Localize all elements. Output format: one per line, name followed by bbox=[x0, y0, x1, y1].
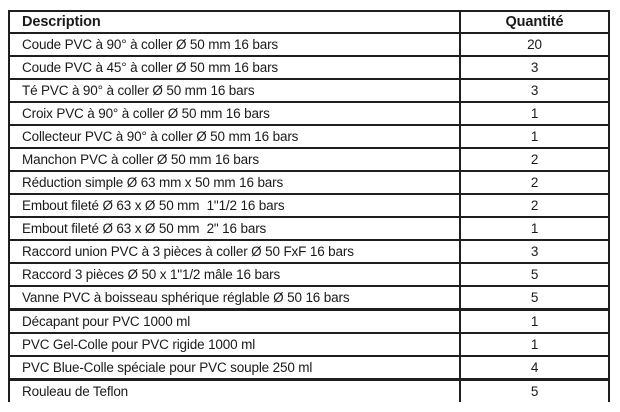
quantity-cell: 1 bbox=[459, 332, 610, 357]
quantity-cell: 3 bbox=[459, 55, 610, 80]
description-cell: Coude PVC à 45° à coller Ø 50 mm 16 bars bbox=[8, 55, 461, 80]
description-cell: PVC Gel-Colle pour PVC rigide 1000 ml bbox=[8, 332, 461, 357]
description-cell: Coude PVC à 90° à coller Ø 50 mm 16 bars bbox=[8, 32, 461, 57]
table-row: Coude PVC à 45° à coller Ø 50 mm 16 bars… bbox=[8, 55, 610, 80]
description-cell: Raccord 3 pièces Ø 50 x 1"1/2 mâle 16 ba… bbox=[8, 262, 461, 287]
quantity-cell: 1 bbox=[459, 216, 610, 241]
table-row: Rouleau de Teflon 5 bbox=[8, 378, 610, 402]
quantity-cell: 1 bbox=[459, 101, 610, 126]
quantity-cell: 5 bbox=[459, 262, 610, 287]
description-cell: Vanne PVC à boisseau sphérique réglable … bbox=[8, 285, 461, 311]
table-header-row: Description Quantité bbox=[8, 10, 610, 34]
description-cell: Décapant pour PVC 1000 ml bbox=[8, 308, 461, 334]
quantity-cell: 5 bbox=[459, 378, 610, 402]
table-body: Coude PVC à 90° à coller Ø 50 mm 16 bars… bbox=[8, 32, 610, 402]
description-cell: Collecteur PVC à 90° à coller Ø 50 mm 16… bbox=[8, 124, 461, 149]
quantity-cell: 1 bbox=[459, 308, 610, 334]
table-row: PVC Blue-Colle spéciale pour PVC souple … bbox=[8, 355, 610, 381]
column-header-description: Description bbox=[8, 10, 461, 34]
table-row: Coude PVC à 90° à coller Ø 50 mm 16 bars… bbox=[8, 32, 610, 57]
table-row: Raccord union PVC à 3 pièces à coller Ø … bbox=[8, 239, 610, 264]
description-cell: Té PVC à 90° à coller Ø 50 mm 16 bars bbox=[8, 78, 461, 103]
table-row: Croix PVC à 90° à coller Ø 50 mm 16 bars… bbox=[8, 101, 610, 126]
table-row: Embout fileté Ø 63 x Ø 50 mm 1"1/2 16 ba… bbox=[8, 193, 610, 218]
quantity-cell: 2 bbox=[459, 147, 610, 172]
description-cell: Embout fileté Ø 63 x Ø 50 mm 2" 16 bars bbox=[8, 216, 461, 241]
table-row: Embout fileté Ø 63 x Ø 50 mm 2" 16 bars 1 bbox=[8, 216, 610, 241]
table-row: Décapant pour PVC 1000 ml 1 bbox=[8, 308, 610, 334]
table-row: Manchon PVC à coller Ø 50 mm 16 bars 2 bbox=[8, 147, 610, 172]
quantity-cell: 3 bbox=[459, 78, 610, 103]
quantity-cell: 4 bbox=[459, 355, 610, 381]
description-cell: Embout fileté Ø 63 x Ø 50 mm 1"1/2 16 ba… bbox=[8, 193, 461, 218]
description-cell: Croix PVC à 90° à coller Ø 50 mm 16 bars bbox=[8, 101, 461, 126]
description-cell: Réduction simple Ø 63 mm x 50 mm 16 bars bbox=[8, 170, 461, 195]
table-row: Té PVC à 90° à coller Ø 50 mm 16 bars 3 bbox=[8, 78, 610, 103]
description-cell: Manchon PVC à coller Ø 50 mm 16 bars bbox=[8, 147, 461, 172]
table-row: Raccord 3 pièces Ø 50 x 1"1/2 mâle 16 ba… bbox=[8, 262, 610, 287]
description-cell: PVC Blue-Colle spéciale pour PVC souple … bbox=[8, 355, 461, 381]
table-row: Vanne PVC à boisseau sphérique réglable … bbox=[8, 285, 610, 311]
quantity-cell: 20 bbox=[459, 32, 610, 57]
quantity-cell: 5 bbox=[459, 285, 610, 311]
quantity-cell: 1 bbox=[459, 124, 610, 149]
quantity-cell: 2 bbox=[459, 193, 610, 218]
parts-table: Description Quantité Coude PVC à 90° à c… bbox=[8, 10, 610, 402]
column-header-quantity: Quantité bbox=[459, 10, 610, 34]
quantity-cell: 2 bbox=[459, 170, 610, 195]
description-cell: Rouleau de Teflon bbox=[8, 378, 461, 402]
table-row: PVC Gel-Colle pour PVC rigide 1000 ml 1 bbox=[8, 332, 610, 357]
quantity-cell: 3 bbox=[459, 239, 610, 264]
description-cell: Raccord union PVC à 3 pièces à coller Ø … bbox=[8, 239, 461, 264]
table-row: Réduction simple Ø 63 mm x 50 mm 16 bars… bbox=[8, 170, 610, 195]
table-row: Collecteur PVC à 90° à coller Ø 50 mm 16… bbox=[8, 124, 610, 149]
